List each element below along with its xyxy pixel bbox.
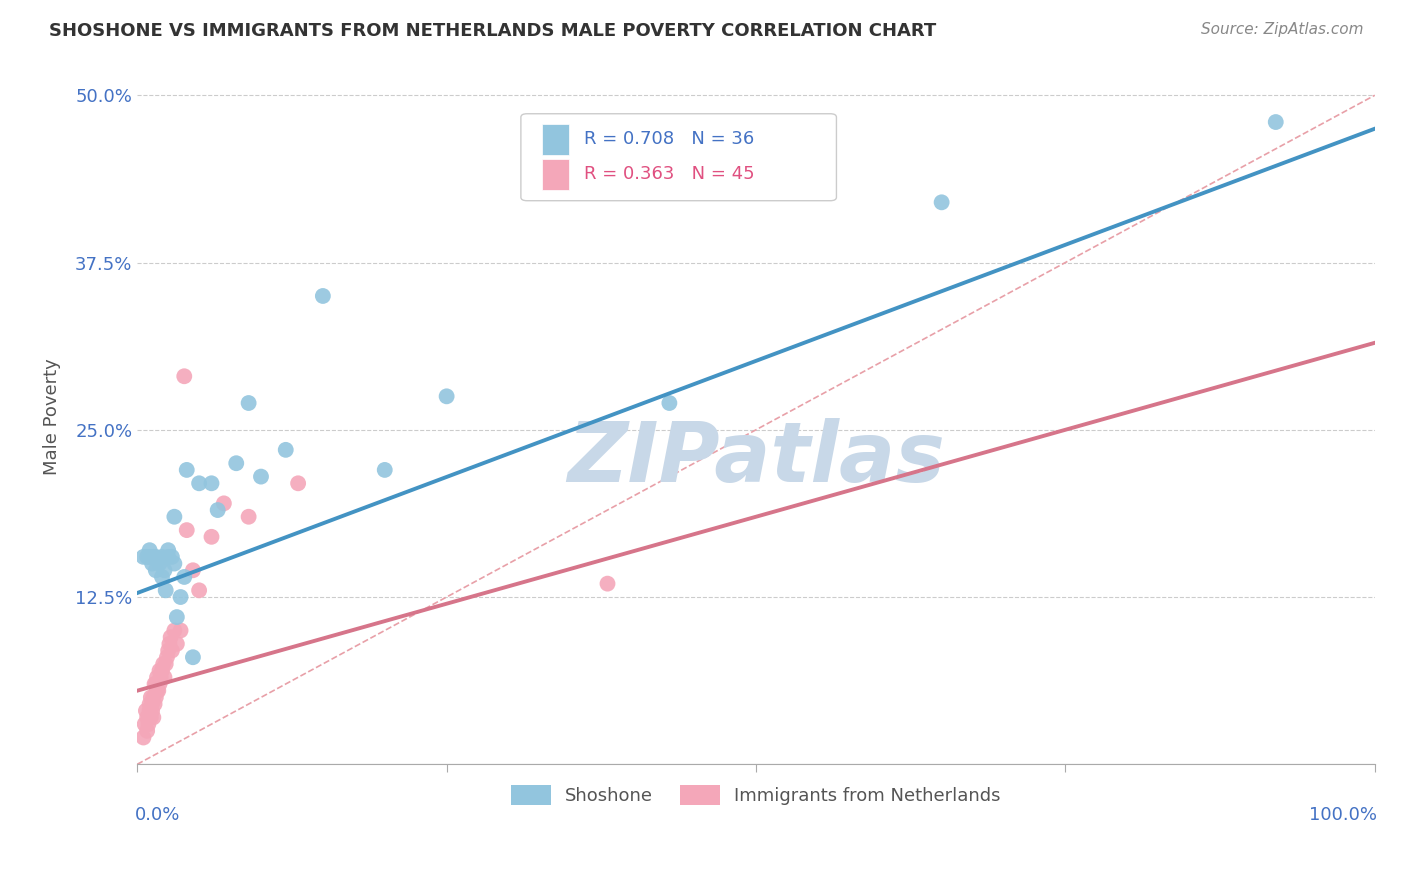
Point [135,704,157,718]
Point [225,456,247,470]
Point [145,563,167,577]
Point [142,690,165,705]
FancyBboxPatch shape [541,124,569,155]
Point [134,717,156,731]
Point [658,396,681,410]
Point [142,710,165,724]
Point [155,583,177,598]
Point [169,590,191,604]
Point [238,396,260,410]
Point [374,463,396,477]
Point [152,657,174,671]
Point [136,723,159,738]
Point [153,670,176,684]
Point [166,637,188,651]
Point [238,509,260,524]
Point [148,677,170,691]
Point [274,442,297,457]
Point [145,690,167,705]
Point [145,677,167,691]
Legend: Shoshone, Immigrants from Netherlands: Shoshone, Immigrants from Netherlands [502,776,1010,814]
Point [436,389,458,403]
Point [596,576,619,591]
FancyBboxPatch shape [541,159,569,190]
Point [139,690,162,705]
Point [141,557,163,571]
Point [139,710,162,724]
Point [200,530,222,544]
Point [150,664,173,678]
Point [176,523,198,537]
Text: 100.0%: 100.0% [1309,806,1378,824]
Point [148,664,170,678]
Point [160,549,183,564]
Point [163,557,186,571]
Point [138,549,160,564]
Point [143,677,166,691]
Point [138,704,160,718]
Point [146,670,169,684]
Point [146,683,169,698]
Point [188,476,211,491]
Point [153,563,176,577]
Point [138,697,160,711]
Point [166,610,188,624]
Point [169,624,191,638]
Point [138,717,160,731]
Point [157,643,180,657]
Point [163,624,186,638]
Point [212,496,235,510]
Point [149,670,172,684]
Point [163,509,186,524]
Text: ZIPatlas: ZIPatlas [567,417,945,499]
Point [312,289,335,303]
Text: SHOSHONE VS IMMIGRANTS FROM NETHERLANDS MALE POVERTY CORRELATION CHART: SHOSHONE VS IMMIGRANTS FROM NETHERLANDS … [49,22,936,40]
Point [142,549,165,564]
Point [141,704,163,718]
Point [143,697,166,711]
Point [132,731,155,745]
Point [136,549,159,564]
Text: R = 0.363   N = 45: R = 0.363 N = 45 [583,165,755,183]
Point [250,469,273,483]
Point [132,549,155,564]
Point [200,476,222,491]
Point [188,583,211,598]
Point [150,549,173,564]
Text: Source: ZipAtlas.com: Source: ZipAtlas.com [1201,22,1364,37]
Point [159,630,181,644]
Point [931,195,953,210]
Point [181,650,204,665]
Point [138,543,160,558]
FancyBboxPatch shape [520,114,837,201]
Point [148,683,170,698]
Point [181,563,204,577]
Point [176,463,198,477]
Point [155,657,177,671]
Point [1264,115,1286,129]
Text: R = 0.708   N = 36: R = 0.708 N = 36 [583,130,754,148]
Text: 0.0%: 0.0% [135,806,180,824]
Point [156,650,179,665]
Point [157,543,180,558]
Point [141,697,163,711]
Point [150,570,173,584]
Point [136,710,159,724]
Point [173,369,195,384]
Point [148,557,170,571]
Point [287,476,309,491]
Point [173,570,195,584]
Point [157,549,180,564]
Point [145,549,167,564]
Point [207,503,229,517]
Point [157,637,180,651]
Point [160,643,183,657]
Y-axis label: Male Poverty: Male Poverty [44,358,60,475]
